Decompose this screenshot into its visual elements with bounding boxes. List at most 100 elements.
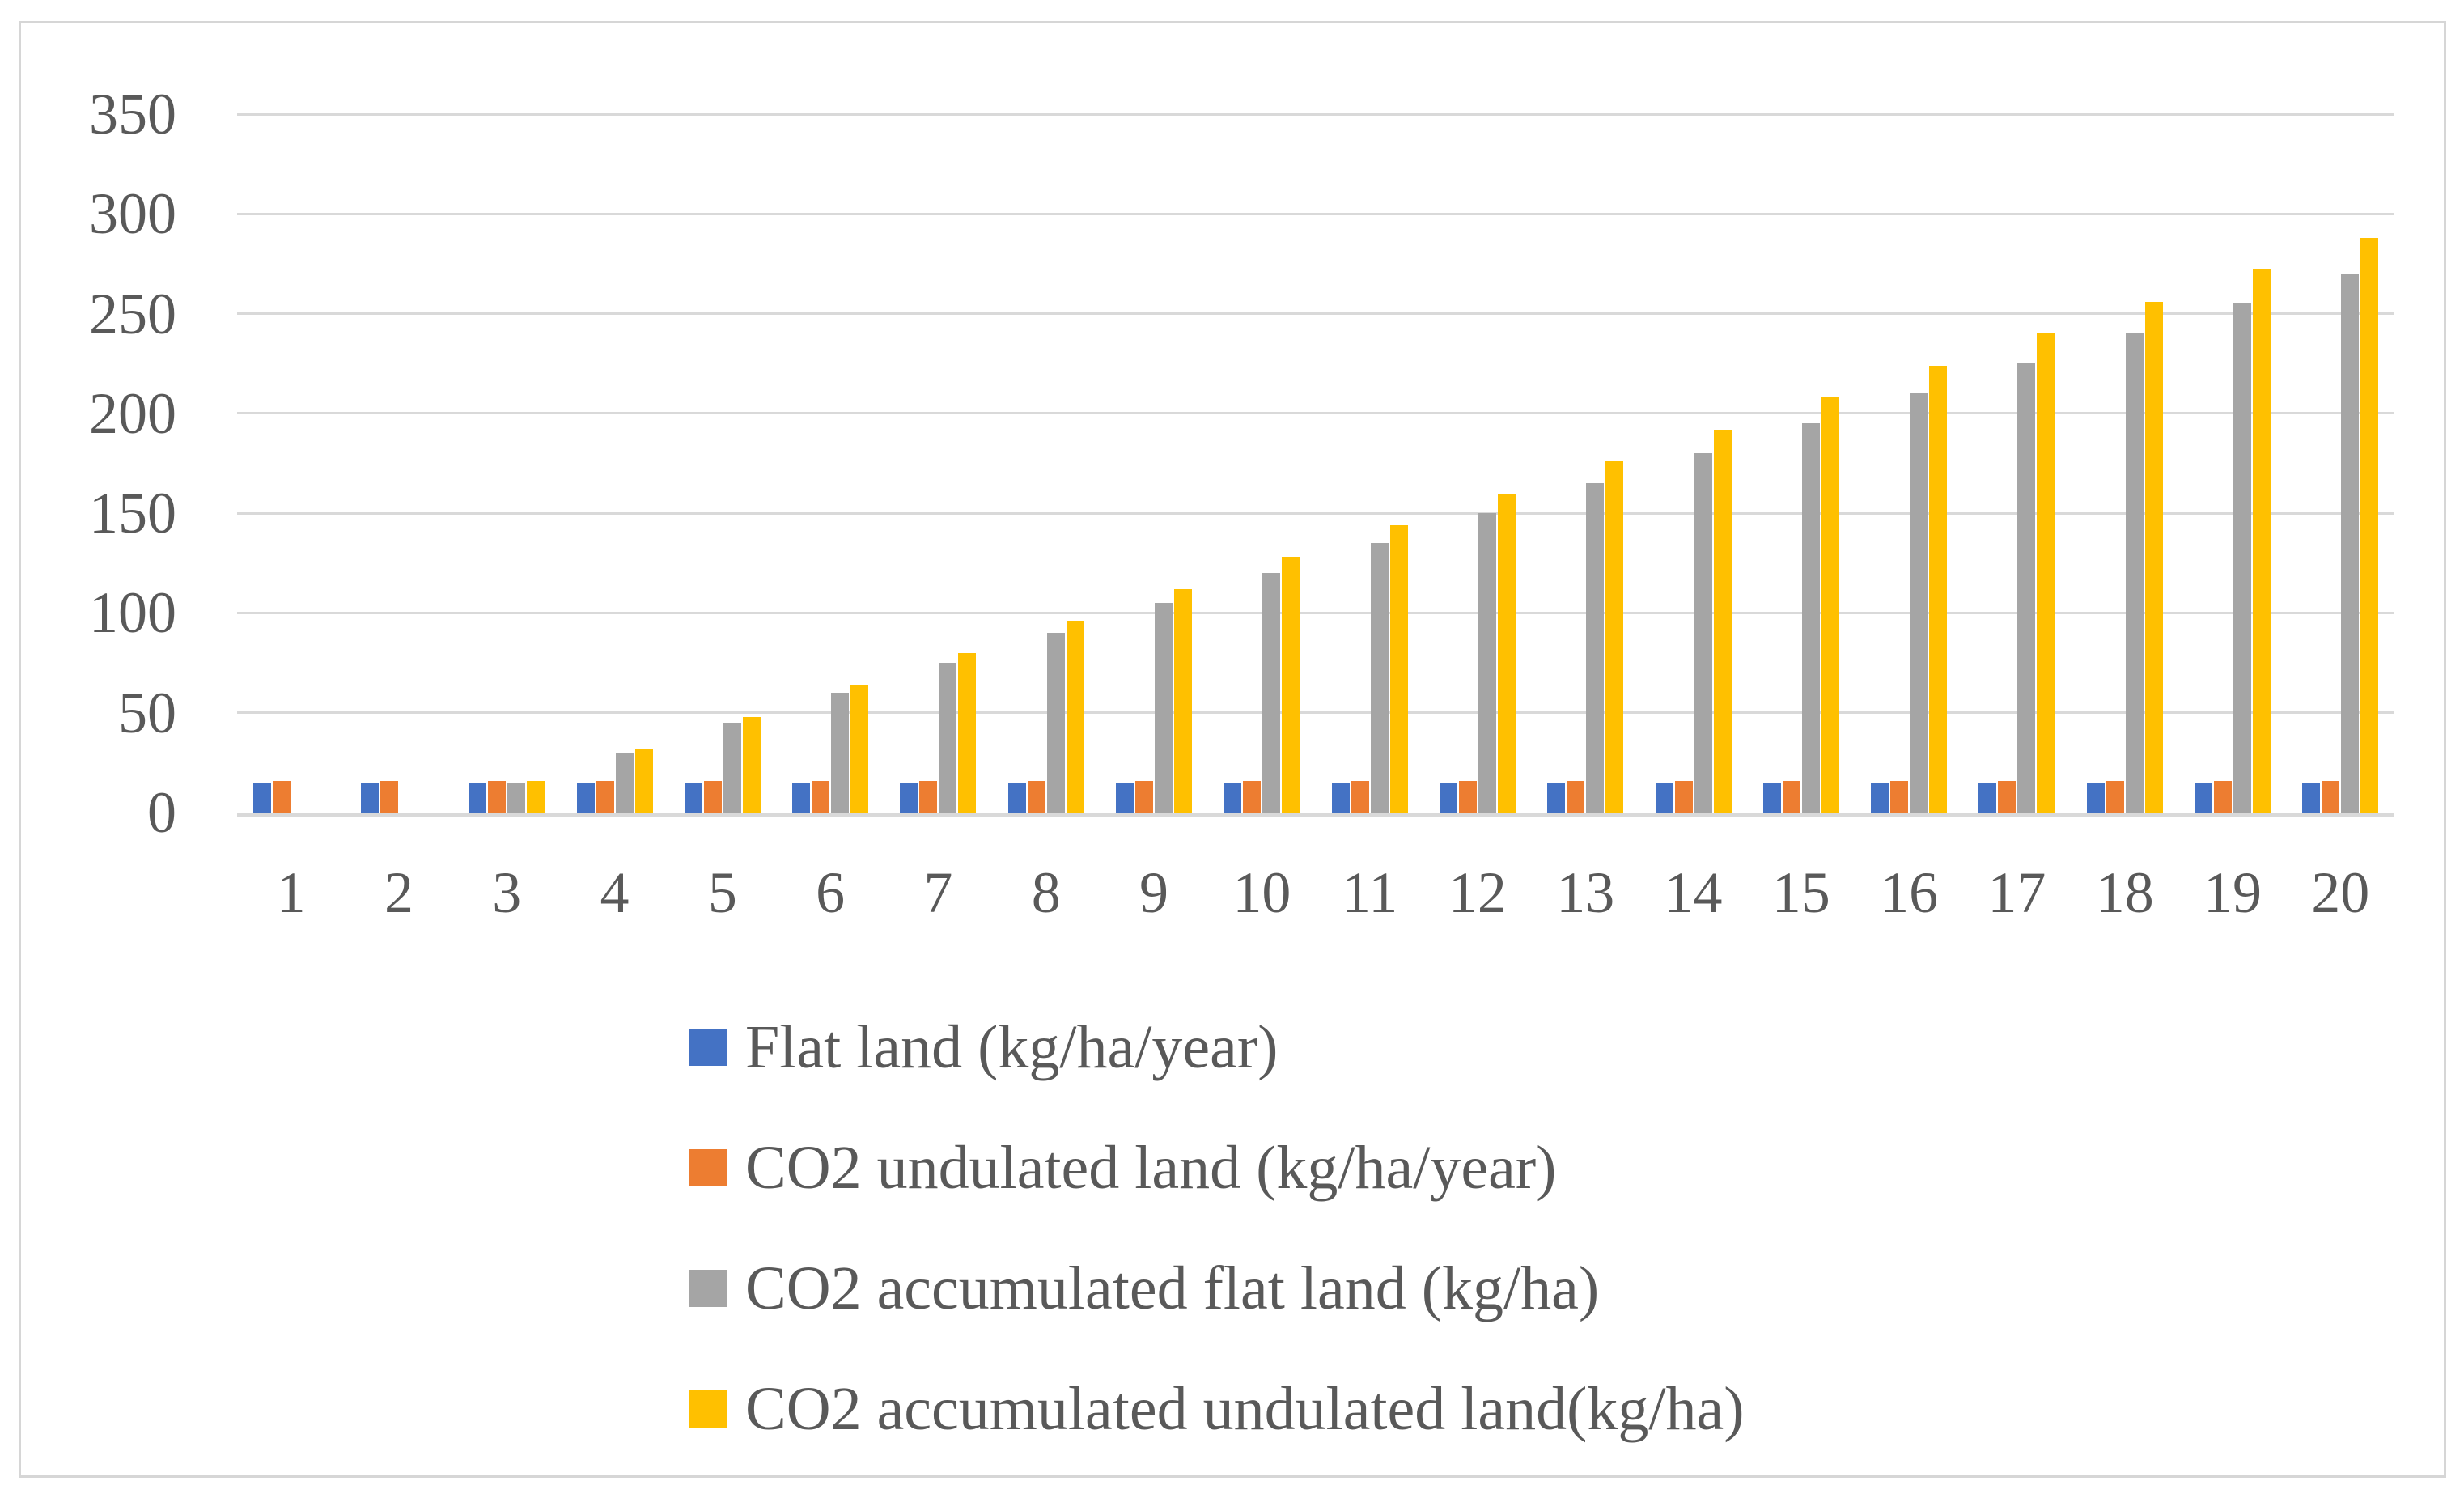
bar-series1-year16	[1871, 783, 1889, 813]
bar-series3-year20	[2341, 274, 2360, 813]
legend-swatch-co2-accumulated-undulated-land	[689, 1390, 727, 1428]
x-tick-label-4: 4	[600, 860, 630, 925]
bar-group-3	[453, 118, 561, 813]
y-tick-label-150: 150	[89, 481, 176, 546]
bar-series1-year14	[1655, 783, 1673, 813]
bar-series2-year17	[1998, 780, 2017, 813]
bar-series1-year7	[900, 783, 918, 813]
bar-series4-year18	[2144, 301, 2163, 813]
x-tick-label-11: 11	[1341, 860, 1398, 925]
bar-series4-year10	[1282, 557, 1300, 813]
gridline-350	[237, 112, 2394, 116]
bar-group-18	[2071, 118, 2178, 813]
bar-series4-year15	[1821, 397, 1839, 813]
bar-series1-year4	[576, 783, 595, 813]
bar-series2-year5	[703, 780, 722, 813]
x-tick-label-10: 10	[1232, 860, 1291, 925]
bar-series2-year9	[1135, 780, 1154, 813]
bar-series3-year14	[1694, 453, 1712, 813]
gridline-300	[237, 212, 2394, 215]
bar-series2-year3	[488, 780, 507, 813]
legend-item-co2-undulated-land: CO2 undulated land (kg/ha/year)	[689, 1131, 1745, 1204]
legend-item-flat-land: Flat land (kg/ha/year)	[689, 1011, 1745, 1084]
x-tick-label-15: 15	[1771, 860, 1830, 925]
x-tick-label-5: 5	[707, 860, 737, 925]
bar-series4-year14	[1713, 429, 1732, 813]
bar-series3-year8	[1046, 633, 1065, 813]
bar-series2-year11	[1351, 780, 1369, 813]
bar-group-13	[1532, 118, 1639, 813]
x-tick-label-18: 18	[2095, 860, 2154, 925]
x-tick-label-1: 1	[276, 860, 306, 925]
bar-series2-year13	[1567, 780, 1585, 813]
bar-series2-year14	[1674, 780, 1693, 813]
bar-series4-year19	[2252, 269, 2271, 813]
bar-series3-year4	[615, 753, 634, 813]
bar-series1-year19	[2194, 783, 2212, 813]
bar-series3-year3	[507, 783, 526, 813]
bar-series4-year11	[1389, 524, 1408, 813]
x-tick-label-16: 16	[1880, 860, 1939, 925]
bar-group-14	[1639, 118, 1747, 813]
bar-group-8	[992, 118, 1100, 813]
bar-series3-year6	[831, 693, 850, 813]
bar-series1-year9	[1116, 783, 1134, 813]
x-axis-tick-labels: 1 2 3 4 5 6 7 8 9 10 11 12 13 14 15 16 17 18 19 20	[237, 855, 2394, 931]
bar-series4-year4	[634, 749, 653, 813]
bar-series2-year8	[1027, 780, 1045, 813]
bar-series2-year7	[919, 780, 938, 813]
bar-series4-year16	[1929, 365, 1948, 813]
bar-series1-year3	[469, 783, 487, 813]
bar-series3-year12	[1478, 513, 1496, 813]
gridline-50	[237, 711, 2394, 715]
bar-group-17	[1963, 118, 2071, 813]
bar-series3-year18	[2125, 333, 2144, 813]
legend-item-co2-accumulated-undulated-land: CO2 accumulated undulated land(kg/ha)	[689, 1373, 1745, 1445]
chart-border-frame: 0 50 100 150 200 250 300 350 1 2 3 4 5 6 7 8 9 10 11 12 13 1…	[19, 21, 2446, 1478]
bar-series4-year7	[958, 652, 977, 813]
bar-group-7	[884, 118, 992, 813]
bar-series3-year15	[1801, 423, 1820, 813]
bar-series2-year4	[596, 780, 614, 813]
bar-group-16	[1855, 118, 1962, 813]
bar-series2-year20	[2322, 780, 2340, 813]
bar-series1-year12	[1439, 783, 1457, 813]
gridline-100	[237, 611, 2394, 614]
bar-series2-year19	[2213, 780, 2232, 813]
x-tick-label-2: 2	[384, 860, 413, 925]
bar-series3-year19	[2233, 303, 2251, 813]
y-tick-label-50: 50	[118, 680, 176, 745]
x-tick-label-9: 9	[1139, 860, 1169, 925]
bar-series1-year18	[2086, 783, 2105, 813]
legend-item-co2-accumulated-flat-land: CO2 accumulated flat land (kg/ha)	[689, 1252, 1745, 1325]
bar-series4-year3	[527, 780, 545, 813]
bar-series4-year5	[742, 716, 761, 813]
bar-group-15	[1747, 118, 1855, 813]
y-tick-label-350: 350	[89, 82, 176, 146]
bar-group-1	[237, 118, 345, 813]
bar-series1-year5	[684, 783, 702, 813]
x-tick-label-6: 6	[816, 860, 846, 925]
bar-series3-year11	[1370, 543, 1389, 813]
bar-series4-year9	[1174, 588, 1193, 813]
bar-series1-year17	[1978, 783, 1997, 813]
bar-groups	[237, 118, 2394, 813]
legend-swatch-co2-accumulated-flat-land	[689, 1270, 727, 1307]
legend-label-flat-land: Flat land (kg/ha/year)	[745, 1013, 1279, 1081]
bar-series3-year13	[1586, 483, 1605, 813]
bar-series4-year8	[1066, 621, 1084, 813]
bar-series2-year18	[2106, 780, 2124, 813]
gridline-200	[237, 412, 2394, 415]
plot-area: 0 50 100 150 200 250 300 350 1 2 3 4 5 6 7 8 9 10 11 12 13 1…	[89, 82, 2394, 925]
y-tick-label-200: 200	[89, 380, 176, 446]
bar-series1-year11	[1331, 783, 1350, 813]
bar-series1-year6	[792, 783, 811, 813]
legend-swatch-co2-undulated-land	[689, 1149, 727, 1186]
x-tick-label-14: 14	[1664, 860, 1723, 925]
y-tick-label-100: 100	[89, 580, 176, 646]
bar-group-4	[561, 118, 668, 813]
bar-group-19	[2178, 118, 2286, 813]
bar-series3-year7	[939, 663, 957, 813]
gridline-150	[237, 511, 2394, 515]
x-tick-label-20: 20	[2311, 860, 2370, 925]
